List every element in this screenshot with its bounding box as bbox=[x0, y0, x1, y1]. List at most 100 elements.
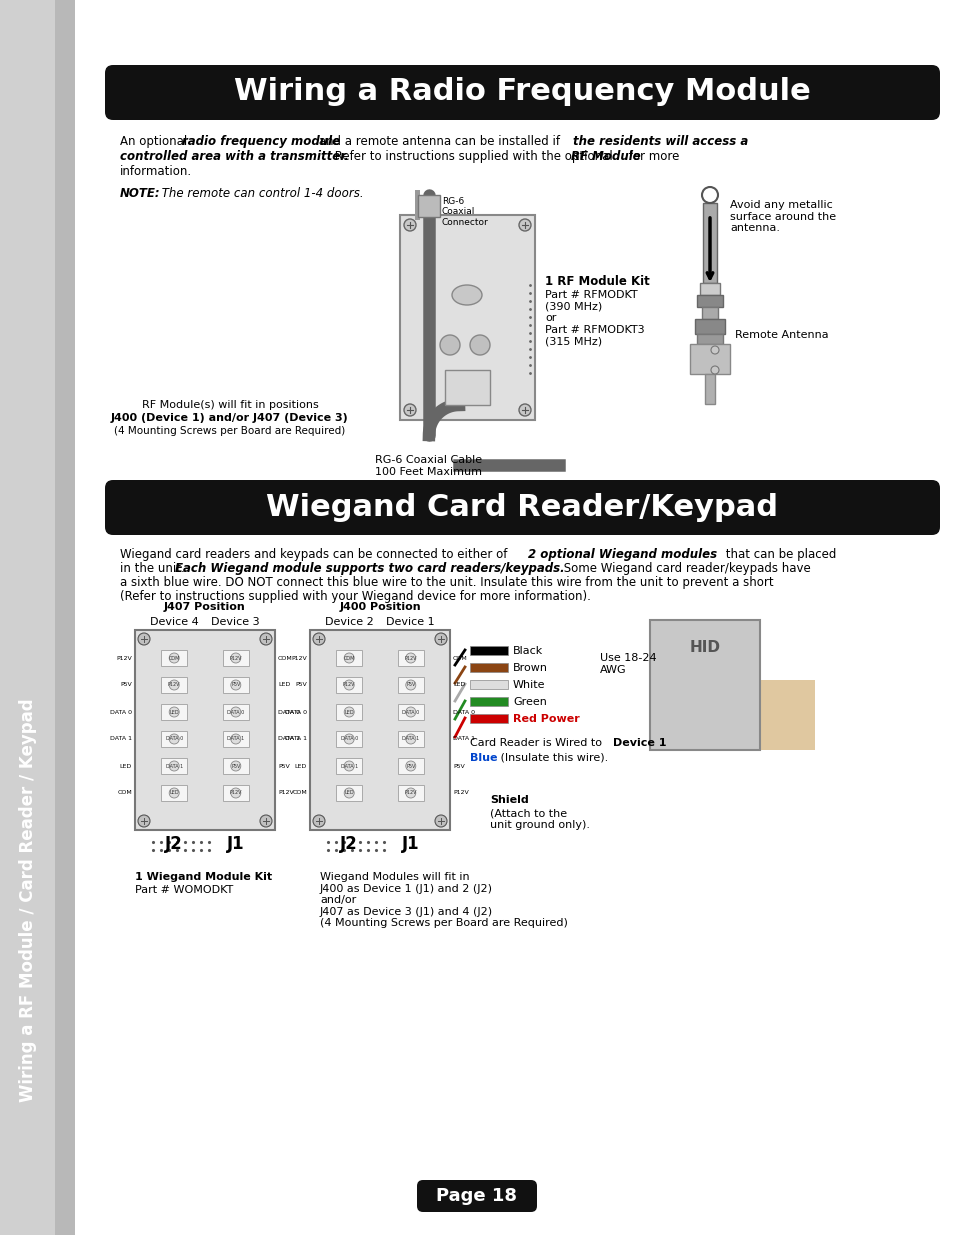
Text: COM: COM bbox=[169, 656, 180, 661]
Text: DATA 0: DATA 0 bbox=[402, 709, 419, 715]
Text: LED: LED bbox=[277, 683, 290, 688]
Bar bbox=[470, 663, 507, 672]
Text: Part # WOMODKT: Part # WOMODKT bbox=[135, 885, 233, 895]
Text: Use 18-24
AWG: Use 18-24 AWG bbox=[599, 653, 656, 674]
Bar bbox=[0, 0, 75, 1235]
Text: P5V: P5V bbox=[120, 683, 132, 688]
Text: 1 RF Module Kit: 1 RF Module Kit bbox=[544, 275, 649, 288]
Text: P5V: P5V bbox=[294, 683, 307, 688]
Circle shape bbox=[344, 680, 354, 690]
Text: White: White bbox=[513, 680, 545, 690]
Text: a sixth blue wire. DO NOT connect this blue wire to the unit. Insulate this wire: a sixth blue wire. DO NOT connect this b… bbox=[120, 576, 773, 589]
Bar bbox=[135, 630, 274, 830]
Text: J400 (Device 1) and/or J407 (Device 3): J400 (Device 1) and/or J407 (Device 3) bbox=[111, 412, 349, 424]
Bar bbox=[310, 630, 450, 830]
Text: DATA 0: DATA 0 bbox=[110, 709, 132, 715]
Text: RF Module: RF Module bbox=[571, 149, 640, 163]
Text: COM: COM bbox=[277, 656, 293, 661]
Text: Avoid any metallic
surface around the
antenna.: Avoid any metallic surface around the an… bbox=[729, 200, 835, 233]
Text: COM: COM bbox=[453, 656, 467, 661]
Text: J407 Position: J407 Position bbox=[164, 601, 246, 613]
Text: P5V: P5V bbox=[406, 763, 416, 768]
Circle shape bbox=[344, 761, 354, 771]
Text: Brown: Brown bbox=[513, 663, 547, 673]
Circle shape bbox=[169, 706, 179, 718]
Bar bbox=[223, 785, 249, 802]
Circle shape bbox=[405, 761, 416, 771]
Circle shape bbox=[518, 219, 531, 231]
Bar bbox=[695, 319, 724, 333]
Text: Blue: Blue bbox=[470, 753, 497, 763]
Circle shape bbox=[169, 680, 179, 690]
Text: NOTE:: NOTE: bbox=[120, 186, 160, 200]
Text: LED: LED bbox=[170, 790, 179, 795]
Text: P5V: P5V bbox=[231, 683, 240, 688]
Text: DATA 1: DATA 1 bbox=[110, 736, 132, 741]
Bar bbox=[397, 704, 423, 720]
Bar bbox=[697, 295, 722, 308]
Circle shape bbox=[231, 761, 240, 771]
Bar bbox=[415, 190, 419, 220]
Text: P5V: P5V bbox=[406, 683, 416, 688]
Bar bbox=[161, 650, 187, 666]
Bar bbox=[335, 731, 362, 747]
Text: Page 18: Page 18 bbox=[436, 1187, 517, 1205]
Text: Some Wiegand card reader/keypads have: Some Wiegand card reader/keypads have bbox=[559, 562, 810, 576]
Circle shape bbox=[231, 680, 240, 690]
Text: Device 4: Device 4 bbox=[150, 618, 198, 627]
Text: Wiring a RF Module / Card Reader / Keypad: Wiring a RF Module / Card Reader / Keypa… bbox=[19, 698, 37, 1102]
Circle shape bbox=[260, 634, 272, 645]
Text: DATA 0: DATA 0 bbox=[277, 709, 299, 715]
Text: the residents will access a: the residents will access a bbox=[573, 135, 747, 148]
Bar bbox=[470, 680, 507, 689]
Circle shape bbox=[403, 404, 416, 416]
Circle shape bbox=[405, 788, 416, 798]
Text: (4 Mounting Screws per Board are Required): (4 Mounting Screws per Board are Require… bbox=[114, 426, 345, 436]
Text: HID: HID bbox=[689, 640, 720, 655]
Text: P12V: P12V bbox=[277, 790, 294, 795]
Text: Device 2: Device 2 bbox=[324, 618, 374, 627]
Circle shape bbox=[439, 335, 459, 354]
Bar bbox=[55, 0, 75, 1235]
Text: DATA 1: DATA 1 bbox=[402, 736, 419, 741]
Bar bbox=[223, 650, 249, 666]
Text: P12V: P12V bbox=[291, 656, 307, 661]
Text: Shield: Shield bbox=[490, 795, 528, 805]
Bar bbox=[335, 677, 362, 693]
Text: radio frequency module: radio frequency module bbox=[182, 135, 340, 148]
Bar bbox=[649, 620, 760, 750]
Bar bbox=[335, 758, 362, 774]
Text: DATA 1: DATA 1 bbox=[227, 736, 244, 741]
Text: An optional: An optional bbox=[120, 135, 191, 148]
Text: 2 optional Wiegand modules: 2 optional Wiegand modules bbox=[527, 548, 717, 561]
Bar bbox=[470, 646, 507, 655]
Bar bbox=[223, 704, 249, 720]
Text: LED: LED bbox=[344, 790, 354, 795]
FancyBboxPatch shape bbox=[416, 1179, 537, 1212]
Circle shape bbox=[260, 815, 272, 827]
Text: P12V: P12V bbox=[116, 656, 132, 661]
Bar bbox=[397, 731, 423, 747]
Circle shape bbox=[710, 366, 719, 374]
Text: P12V: P12V bbox=[230, 656, 242, 661]
Bar bbox=[161, 677, 187, 693]
FancyBboxPatch shape bbox=[105, 480, 939, 535]
Text: DATA 0: DATA 0 bbox=[340, 736, 357, 741]
Bar bbox=[701, 308, 718, 319]
Circle shape bbox=[169, 653, 179, 663]
Text: DATA 1: DATA 1 bbox=[340, 763, 357, 768]
Circle shape bbox=[710, 346, 719, 354]
Circle shape bbox=[231, 734, 240, 743]
Text: Black: Black bbox=[513, 646, 542, 656]
Circle shape bbox=[405, 734, 416, 743]
FancyBboxPatch shape bbox=[105, 65, 939, 120]
Bar bbox=[704, 374, 714, 404]
Text: J2: J2 bbox=[165, 835, 183, 853]
Circle shape bbox=[405, 706, 416, 718]
Text: Device 1: Device 1 bbox=[386, 618, 435, 627]
Text: The remote can control 1-4 doors.: The remote can control 1-4 doors. bbox=[158, 186, 363, 200]
Bar bbox=[397, 650, 423, 666]
Bar bbox=[700, 283, 720, 295]
Text: controlled area with a transmitter.: controlled area with a transmitter. bbox=[120, 149, 349, 163]
Text: DATA 1: DATA 1 bbox=[277, 736, 299, 741]
